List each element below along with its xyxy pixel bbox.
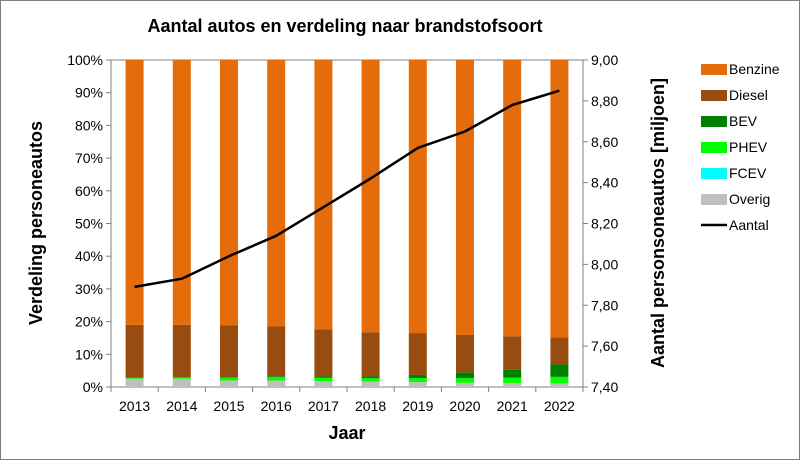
bar-segment-bev — [314, 376, 333, 378]
x-tick-label: 2019 — [402, 398, 433, 414]
bar-segment-diesel — [361, 332, 380, 377]
bar-segment-phev — [456, 378, 474, 383]
bar-segment-phev — [267, 377, 286, 381]
bar-segment-overig — [125, 378, 144, 387]
bar-segment-phev — [408, 378, 427, 383]
bar-segment-benzine — [172, 60, 191, 325]
bar-segment-diesel — [456, 334, 474, 373]
bar-segment-bev — [267, 376, 286, 378]
legend-label-phev: PHEV — [729, 139, 768, 155]
bar-segment-bev — [220, 377, 238, 378]
y-tick-label: 20% — [75, 314, 103, 330]
x-tick-label: 2015 — [213, 398, 244, 414]
y-tick-label: 30% — [75, 281, 103, 297]
x-tick-label: 2017 — [308, 398, 339, 414]
bar-segment-bev — [361, 376, 380, 379]
bar-segment-overig — [408, 382, 427, 387]
x-tick-label: 2020 — [449, 398, 480, 414]
y2-tick-label: 8,00 — [591, 256, 618, 272]
bar-segment-diesel — [503, 336, 522, 370]
y-tick-label: 10% — [75, 346, 103, 362]
bar-segment-diesel — [125, 324, 144, 378]
bar-segment-bev — [408, 374, 427, 379]
y-tick-label: 60% — [75, 183, 103, 199]
bar-segment-benzine — [550, 60, 569, 338]
x-tick-label: 2016 — [261, 398, 292, 414]
bar-segment-benzine — [456, 60, 474, 335]
y2-tick-label: 8,20 — [591, 216, 618, 232]
legend-label-bev: BEV — [729, 113, 758, 129]
y2-tick-label: 8,80 — [591, 93, 618, 109]
bar-segment-benzine — [267, 60, 286, 327]
y-tick-label: 40% — [75, 248, 103, 264]
y-tick-label: 0% — [83, 379, 103, 395]
bar-segment-overig — [550, 383, 569, 387]
bar-segment-overig — [361, 381, 380, 387]
legend-label-fcev: FCEV — [729, 165, 767, 181]
y2-tick-label: 8,60 — [591, 134, 618, 150]
legend-swatch-benzine — [701, 64, 727, 75]
bar-segment-overig — [314, 381, 333, 387]
bar-segment-diesel — [408, 333, 427, 375]
bar-segment-bev — [550, 364, 569, 377]
bar-segment-phev — [550, 376, 569, 384]
y2-axis-title: Aantal personsoneautos [miljoen] — [648, 78, 668, 368]
y-tick-label: 100% — [67, 52, 103, 68]
bar-segment-overig — [267, 380, 286, 387]
bar-segment-benzine — [503, 60, 522, 337]
bar-segment-diesel — [550, 337, 569, 365]
bar-segment-overig — [220, 380, 238, 387]
legend-label-overig: Overig — [729, 191, 770, 207]
legend-swatch-fcev — [701, 168, 727, 179]
y-tick-label: 50% — [75, 216, 103, 232]
bar-segment-diesel — [267, 326, 286, 377]
legend-swatch-diesel — [701, 90, 727, 101]
bar-segment-benzine — [361, 60, 380, 333]
legend-swatch-phev — [701, 142, 727, 153]
y2-tick-label: 7,40 — [591, 379, 618, 395]
bar-segment-phev — [125, 378, 144, 379]
legend-label-diesel: Diesel — [729, 87, 768, 103]
y2-tick-label: 7,80 — [591, 297, 618, 313]
bar-segment-overig — [456, 382, 474, 387]
y-tick-label: 90% — [75, 85, 103, 101]
x-tick-label: 2018 — [355, 398, 386, 414]
y-tick-label: 80% — [75, 117, 103, 133]
bar-segment-diesel — [172, 324, 191, 378]
bar-segment-bev — [503, 369, 522, 378]
chart-title: Aantal autos en verdeling naar brandstof… — [147, 16, 542, 36]
bar-segment-phev — [503, 377, 522, 384]
bar-segment-overig — [503, 383, 522, 387]
bar-segment-benzine — [314, 60, 333, 330]
bar-segment-diesel — [220, 325, 238, 378]
legend-swatch-overig — [701, 194, 727, 205]
legend-label-aantal: Aantal — [729, 217, 769, 233]
y-axis-title: Verdeling personeautos — [26, 121, 46, 325]
x-axis-title: Jaar — [328, 423, 365, 443]
x-tick-label: 2014 — [166, 398, 197, 414]
legend-swatch-bev — [701, 116, 727, 127]
bar-segment-bev — [456, 372, 474, 379]
plot-area: 0% 10% 20% 30% 40% 50% 60% 70% 80% 90% 100% 7,40 7,6… — [67, 52, 618, 414]
x-tick-label: 2021 — [497, 398, 528, 414]
x-tick-label: 2013 — [119, 398, 150, 414]
bar-segment-benzine — [125, 60, 144, 325]
bar-segment-overig — [172, 378, 191, 387]
legend: Benzine Diesel BEV PHEV FCEV Overig Aantal — [701, 61, 780, 233]
y-tick-label: 70% — [75, 150, 103, 166]
y2-tick-label: 9,00 — [591, 52, 618, 68]
bar-segment-diesel — [314, 329, 333, 377]
y2-tick-label: 7,60 — [591, 338, 618, 354]
x-tick-label: 2022 — [544, 398, 575, 414]
y2-tick-label: 8,40 — [591, 175, 618, 191]
bar-segment-benzine — [408, 60, 427, 334]
bar-segment-phev — [361, 378, 380, 382]
legend-label-benzine: Benzine — [729, 61, 780, 77]
bar-segment-phev — [314, 377, 333, 382]
bar-segment-phev — [220, 377, 238, 381]
line-series-aantal — [134, 89, 560, 289]
bar-segment-benzine — [220, 60, 238, 326]
bar-segment-phev — [172, 377, 191, 379]
